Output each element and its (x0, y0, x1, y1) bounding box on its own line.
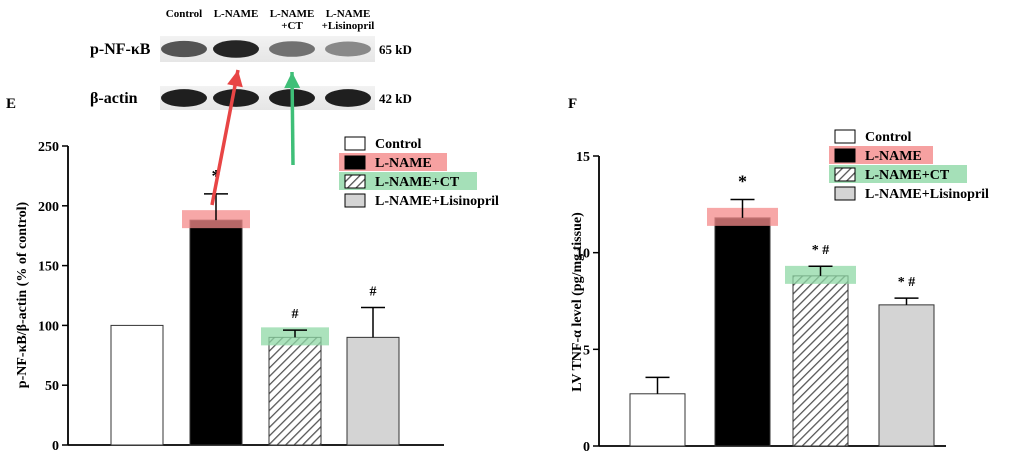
blot-band (325, 89, 371, 107)
blot-band (325, 41, 371, 57)
blot-band (269, 41, 315, 57)
blot-lane-label: L-NAME (270, 8, 315, 20)
bar-l-name (714, 217, 771, 447)
legend-label: L-NAME (865, 149, 922, 164)
panel-e-label: E (6, 96, 16, 112)
annotation-arrows (210, 69, 301, 206)
blot-row-label: β-actin (90, 90, 138, 107)
legend-highlight (829, 165, 967, 183)
significance-label: # (292, 307, 299, 322)
bar-control (629, 393, 686, 447)
panel-e-ylabel: p-NF-κB/β-actin (% of control) (15, 201, 30, 388)
arrow-shaft (210, 69, 240, 206)
legend-swatch (834, 129, 856, 144)
legend-label: L-NAME+Lisinopril (375, 194, 499, 209)
legend-label: L-NAME (375, 156, 432, 171)
legend-swatch (344, 136, 366, 151)
blot-band (161, 40, 207, 58)
y-tick-label: 10 (576, 247, 590, 262)
blot-size-label: 65 kD (379, 42, 412, 57)
significance-label: * # (812, 243, 830, 258)
legend-swatch (834, 186, 856, 201)
y-tick-label: 100 (38, 319, 59, 334)
y-tick-label: 0 (52, 439, 59, 454)
y-tick-label: 0 (583, 440, 590, 455)
y-tick-label: 250 (38, 140, 59, 155)
panel-f-ylabel: LV TNF-α level (pg/mg tissue) (570, 212, 585, 392)
bar-l-name-lisinopril (878, 304, 935, 447)
legend-label: L-NAME+CT (865, 168, 950, 183)
legend-highlight (339, 172, 477, 190)
blot-lane-label: L-NAME (326, 8, 371, 20)
significance-label: * # (898, 275, 916, 290)
legend-label: Control (375, 137, 422, 152)
blot-band (213, 40, 259, 58)
blot-lane-label: L-NAME (214, 8, 259, 20)
legend-swatch (344, 174, 366, 189)
legend-swatch (834, 148, 856, 163)
legend-swatch (834, 167, 856, 182)
blot-band (213, 89, 259, 107)
panel-e: E p-NF-κB/β-actin (% of control) 0 50 100 1… (6, 96, 499, 454)
y-tick-label: 150 (38, 260, 59, 275)
blot-row-label: p-NF-κB (90, 41, 151, 58)
blot-lane-sublabel: +CT (281, 20, 303, 32)
legend-highlight (339, 153, 447, 171)
legend-label: L-NAME+CT (375, 175, 460, 190)
y-tick-label: 15 (576, 150, 590, 165)
arrow-head (227, 70, 243, 88)
panel-f: F LV TNF-α level (pg/mg tissue) 0 5 10 15 * *… (568, 96, 989, 455)
bar-l-name (189, 219, 243, 446)
bar-l-name-ct (268, 336, 322, 446)
blot-size-label: 42 kD (379, 91, 412, 106)
arrow-head (284, 72, 301, 89)
legend-swatch (344, 155, 366, 170)
legend-swatch (344, 193, 366, 208)
y-tick-label: 200 (38, 200, 59, 215)
blot-band (161, 89, 207, 107)
legend-label: L-NAME+Lisinopril (865, 187, 989, 202)
blot-lane-label: Control (166, 8, 202, 20)
blot-lane-sublabel: +Lisinopril (322, 20, 375, 32)
panel-f-label: F (568, 96, 577, 112)
bar-l-name-ct (792, 275, 849, 447)
legend-label: Control (865, 130, 912, 145)
y-tick-label: 5 (583, 343, 590, 358)
y-tick-label: 50 (45, 379, 59, 394)
bar-control (110, 324, 164, 446)
bar-l-name-lisinopril (346, 336, 400, 446)
significance-label: * (738, 172, 747, 192)
western-blot: Control L-NAME L-NAME+CTL-NAME+Lisinopril … (90, 8, 412, 110)
significance-label: # (370, 284, 377, 299)
